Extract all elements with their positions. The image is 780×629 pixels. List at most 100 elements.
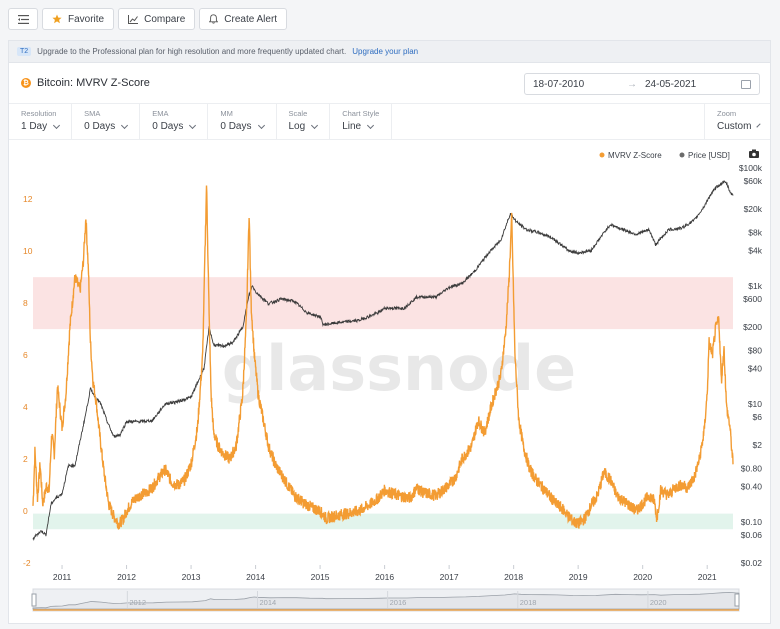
x-axis-tick-label: 2019 (569, 572, 588, 582)
mm-select[interactable]: MM 0 Days (208, 104, 277, 139)
left-axis-tick-label: 4 (23, 402, 28, 412)
create-alert-label: Create Alert (224, 13, 278, 25)
ema-select[interactable]: EMA 0 Days (140, 104, 209, 139)
right-axis-tick-label: $0.10 (741, 517, 763, 527)
price-legend-dot (679, 152, 685, 158)
mm-value: 0 Days (220, 121, 252, 132)
ema-label: EMA (152, 109, 169, 118)
ema-value: 0 Days (152, 121, 184, 132)
x-axis-tick-label: 2014 (246, 572, 265, 582)
menu-button[interactable] (8, 8, 38, 30)
right-axis-tick-label: $20k (744, 204, 763, 214)
menu-icon (17, 14, 29, 24)
chart-line-icon (128, 14, 139, 24)
chart-header: ₿ Bitcoin: MVRV Z-Score 18-07-2010 → 24-… (9, 63, 770, 103)
bitcoin-icon: ₿ (21, 78, 31, 88)
scale-value: Log (288, 121, 306, 132)
resolution-select[interactable]: Resolution 1 Day (9, 104, 73, 139)
right-axis-tick-label: $200 (743, 322, 762, 332)
favorite-button[interactable]: Favorite (42, 8, 115, 30)
date-range-picker[interactable]: 18-07-2010 → 24-05-2021 (524, 73, 760, 95)
right-axis-tick-label: $0.02 (741, 558, 763, 568)
x-axis-tick-label: 2021 (698, 572, 717, 582)
upgrade-banner: T2 Upgrade to the Professional plan for … (8, 40, 771, 62)
resolution-label: Resolution (21, 109, 57, 118)
date-to[interactable]: 24-05-2021 (645, 78, 697, 90)
right-axis-tick-label: $6 (753, 412, 763, 422)
scale-label: Scale (288, 109, 308, 118)
navigator-tick-label: 2012 (129, 598, 146, 607)
right-axis-tick-label: $40 (748, 363, 762, 373)
watermark: glassnode (222, 332, 576, 405)
x-axis-tick-label: 2011 (53, 572, 72, 582)
tier-badge: T2 (17, 47, 32, 56)
left-axis-tick-label: 10 (23, 246, 33, 256)
date-from[interactable]: 18-07-2010 (533, 78, 585, 90)
chart-style-select[interactable]: Chart Style Line (330, 104, 393, 139)
chart-legend: MVRV Z-Score Price [USD] (599, 149, 759, 160)
right-axis-tick-label: $4k (748, 245, 762, 255)
banner-text: Upgrade to the Professional plan for hig… (37, 47, 347, 56)
chart-title: Bitcoin: MVRV Z-Score (37, 77, 150, 89)
navigator-left-handle[interactable] (31, 593, 37, 607)
x-axis-tick-label: 2013 (182, 572, 201, 582)
left-axis-tick-label: 8 (23, 298, 28, 308)
sma-value: 0 Days (84, 121, 116, 132)
navigator-right-handle[interactable] (734, 593, 740, 607)
right-axis-tick-label: $1k (748, 281, 762, 291)
scale-select[interactable]: Scale Log (277, 104, 331, 139)
zscore-series-line (32, 185, 734, 531)
right-axis-tick-label: $10 (748, 399, 762, 409)
toolbar: Favorite Compare Create Alert (8, 8, 288, 30)
chart-style-label: Chart Style (342, 109, 380, 118)
navigator-tick-label: 2014 (259, 598, 276, 607)
upgrade-link[interactable]: Upgrade your plan (352, 47, 419, 56)
left-axis-tick-label: 6 (23, 350, 28, 360)
camera-icon[interactable] (749, 149, 759, 159)
right-axis-tick-label: $0.80 (741, 464, 763, 474)
price-legend-label[interactable]: Price [USD] (688, 151, 730, 160)
zscore-legend-label[interactable]: MVRV Z-Score (608, 151, 662, 160)
chart-style-value: Line (342, 121, 362, 132)
right-axis-tick-label: $8k (748, 228, 762, 238)
right-axis-tick-label: $0.06 (741, 530, 763, 540)
left-axis-tick-label: 0 (23, 506, 28, 516)
chart-controls: Resolution 1 Day SMA 0 Days EMA 0 Days M… (9, 103, 770, 140)
bell-icon (209, 14, 219, 24)
right-axis-tick-label: $60k (744, 176, 763, 186)
compare-button[interactable]: Compare (118, 8, 196, 30)
navigator-tick-label: 2016 (390, 598, 407, 607)
resolution-value: 1 Day (21, 121, 48, 132)
x-axis-tick-label: 2016 (375, 572, 394, 582)
star-icon (52, 14, 62, 24)
range-navigator[interactable]: 2012 2014 2016 2018 2020 (31, 588, 740, 612)
left-axis-tick-label: -2 (23, 558, 31, 568)
x-axis-tick-label: 2020 (633, 572, 652, 582)
right-axis-tick-label: $100k (739, 163, 763, 173)
x-axis-tick-label: 2015 (311, 572, 330, 582)
right-axis-tick-label: $2 (753, 440, 763, 450)
right-axis-tick-label: $0.40 (741, 481, 763, 491)
zoom-label: Zoom (717, 109, 737, 118)
zoom-value: Custom (717, 121, 752, 132)
left-axis-tick-label: 2 (23, 454, 28, 464)
sma-select[interactable]: SMA 0 Days (72, 104, 141, 139)
arrow-right-icon: → (627, 78, 637, 90)
mm-label: MM (220, 109, 233, 118)
left-axis-tick-label: 12 (23, 194, 33, 204)
chart-canvas[interactable]: glassnode -2 0 2 4 6 8 10 12 $100k $60k $20k $8k $4… (9, 63, 772, 625)
zoom-select[interactable]: Zoom Custom (704, 104, 770, 139)
x-axis-tick-label: 2012 (117, 572, 136, 582)
x-axis-tick-label: 2017 (440, 572, 459, 582)
right-axis-tick-label: $600 (743, 294, 762, 304)
price-series-line (32, 180, 734, 541)
calendar-icon[interactable] (741, 79, 751, 89)
create-alert-button[interactable]: Create Alert (199, 8, 288, 30)
navigator-tick-label: 2018 (520, 598, 537, 607)
zscore-legend-dot (599, 152, 605, 158)
overvalued-band (33, 277, 733, 330)
x-axis-tick-label: 2018 (504, 572, 523, 582)
navigator-price-line (32, 592, 740, 610)
compare-label: Compare (144, 13, 186, 25)
favorite-label: Favorite (68, 13, 105, 25)
